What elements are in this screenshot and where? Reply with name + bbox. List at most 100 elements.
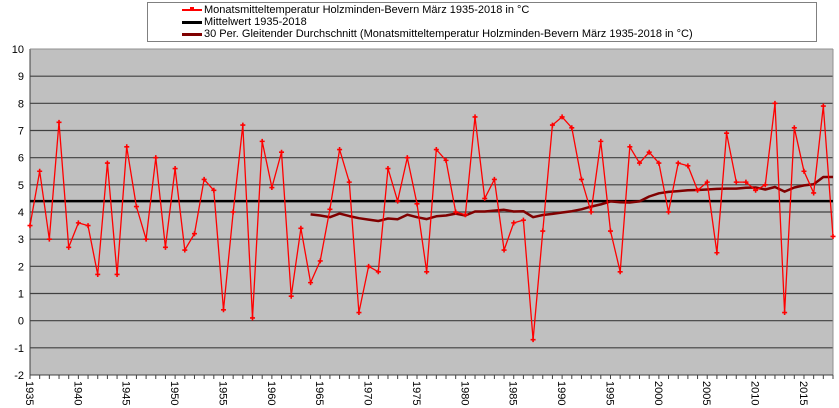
data-point-marker bbox=[201, 176, 207, 182]
data-point-marker bbox=[820, 103, 826, 109]
data-point-marker bbox=[540, 228, 546, 234]
data-point-marker bbox=[133, 204, 139, 210]
data-point-marker bbox=[153, 155, 159, 161]
data-point-marker bbox=[46, 236, 52, 242]
data-point-marker bbox=[424, 269, 430, 275]
data-point-marker bbox=[279, 149, 285, 155]
data-point-marker bbox=[162, 244, 168, 250]
data-point-marker bbox=[230, 209, 236, 215]
data-point-marker bbox=[37, 168, 43, 174]
data-point-marker bbox=[695, 187, 701, 193]
legend-item-mean: Mittelwert 1935-2018 bbox=[182, 16, 307, 28]
legend-label: 30 Per. Gleitender Durchschnitt (Monatsm… bbox=[204, 28, 693, 40]
data-point-marker bbox=[211, 187, 217, 193]
data-point-marker bbox=[772, 100, 778, 106]
data-point-marker bbox=[598, 138, 604, 144]
data-point-marker bbox=[472, 114, 478, 120]
data-point-marker bbox=[85, 223, 91, 229]
data-point-marker bbox=[724, 130, 730, 136]
data-point-marker bbox=[346, 179, 352, 185]
legend-item-moving-average: 30 Per. Gleitender Durchschnitt (Monatsm… bbox=[182, 28, 693, 40]
x-tick-label: 1970 bbox=[362, 381, 374, 405]
y-tick-label: 3 bbox=[18, 234, 24, 246]
x-tick-label: 2015 bbox=[797, 381, 809, 405]
data-point-marker bbox=[549, 122, 555, 128]
data-point-marker bbox=[462, 212, 468, 218]
data-point-marker bbox=[607, 228, 613, 234]
data-point-marker bbox=[646, 149, 652, 155]
y-tick-label: 6 bbox=[18, 153, 24, 165]
data-point-marker bbox=[191, 231, 197, 237]
y-tick-label: 7 bbox=[18, 126, 24, 138]
data-point-marker bbox=[685, 163, 691, 169]
data-point-marker bbox=[288, 293, 294, 299]
data-point-marker bbox=[637, 160, 643, 166]
x-tick-label: 1975 bbox=[410, 381, 422, 405]
y-tick-label: 5 bbox=[18, 180, 24, 192]
data-point-marker bbox=[617, 269, 623, 275]
data-point-marker bbox=[559, 114, 565, 120]
data-point-marker bbox=[104, 160, 110, 166]
data-point-marker bbox=[220, 307, 226, 313]
x-tick-label: 1965 bbox=[313, 381, 325, 405]
x-tick-label: 1950 bbox=[168, 381, 180, 405]
data-point-marker bbox=[124, 144, 130, 150]
data-point-marker bbox=[733, 179, 739, 185]
data-point-marker bbox=[404, 155, 410, 161]
y-tick-label: 9 bbox=[18, 71, 24, 83]
x-tick-label: 1995 bbox=[603, 381, 615, 405]
data-point-marker bbox=[337, 147, 343, 153]
data-point-marker bbox=[791, 125, 797, 131]
y-tick-label: 1 bbox=[18, 289, 24, 301]
data-point-marker bbox=[250, 315, 256, 321]
x-tick-label: 2005 bbox=[700, 381, 712, 405]
y-tick-label: 0 bbox=[18, 316, 24, 328]
data-point-marker bbox=[356, 310, 362, 316]
data-point-marker bbox=[375, 269, 381, 275]
data-point-marker bbox=[143, 236, 149, 242]
data-point-marker bbox=[75, 220, 81, 226]
data-point-marker bbox=[801, 168, 807, 174]
x-tick-label: 1955 bbox=[216, 381, 228, 405]
data-point-marker bbox=[240, 122, 246, 128]
data-point-marker bbox=[317, 258, 323, 264]
x-tick-label: 1945 bbox=[120, 381, 132, 405]
data-point-marker bbox=[414, 201, 420, 207]
data-point-marker bbox=[298, 225, 304, 231]
y-tick-label: 4 bbox=[18, 207, 24, 219]
data-point-marker bbox=[578, 176, 584, 182]
series-line bbox=[29, 102, 834, 341]
data-point-marker bbox=[782, 310, 788, 316]
x-tick-label: 1935 bbox=[23, 381, 35, 405]
red-line-marker-icon bbox=[182, 7, 202, 11]
data-point-marker bbox=[453, 209, 459, 215]
data-point-marker bbox=[569, 125, 575, 131]
data-point-marker bbox=[114, 271, 120, 277]
data-point-marker bbox=[520, 217, 526, 223]
y-tick-label: 2 bbox=[18, 261, 24, 273]
data-point-marker bbox=[66, 244, 72, 250]
data-point-marker bbox=[182, 247, 188, 253]
x-tick-label: 1990 bbox=[555, 381, 567, 405]
legend-label: Monatsmitteltemperatur Holzminden-Bevern… bbox=[204, 4, 530, 16]
data-point-marker bbox=[501, 247, 507, 253]
data-point-marker bbox=[172, 166, 178, 172]
data-point-marker bbox=[366, 263, 372, 269]
data-point-marker bbox=[753, 187, 759, 193]
data-point-marker bbox=[482, 195, 488, 201]
x-tick-label: 1980 bbox=[458, 381, 470, 405]
data-point-marker bbox=[704, 179, 710, 185]
data-point-marker bbox=[433, 147, 439, 153]
y-axis: -2 -1 0 1 2 3 4 5 6 7 8 9 10 bbox=[12, 44, 834, 382]
legend-label: Mittelwert 1935-2018 bbox=[204, 16, 307, 28]
data-point-marker bbox=[743, 179, 749, 185]
series-line bbox=[310, 175, 833, 223]
gridlines bbox=[30, 75, 833, 349]
data-point-marker bbox=[656, 160, 662, 166]
data-point-marker bbox=[385, 166, 391, 172]
data-point-marker bbox=[327, 206, 333, 212]
data-point-marker bbox=[56, 119, 62, 125]
legend: Monatsmitteltemperatur Holzminden-Bevern… bbox=[147, 2, 817, 42]
data-point-marker bbox=[762, 182, 768, 188]
